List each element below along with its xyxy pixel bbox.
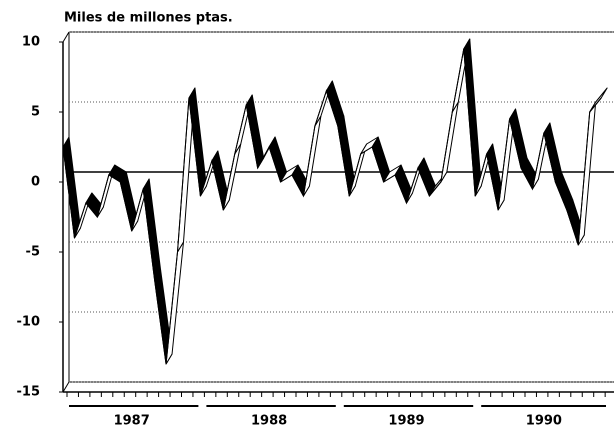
year-label: 1988 xyxy=(251,414,287,429)
y-tick-label: 10 xyxy=(22,35,40,50)
chart-title: Miles de millones ptas. xyxy=(64,11,233,26)
ribbon-segment xyxy=(302,115,322,197)
top-corner xyxy=(62,31,70,43)
year-label: 1989 xyxy=(388,414,424,429)
y-tick-label: -15 xyxy=(17,385,41,400)
y-tick-label: -10 xyxy=(17,315,41,330)
ribbon-segment xyxy=(577,101,597,246)
ribbon-segment xyxy=(142,178,162,281)
ribbon-segment xyxy=(165,241,184,365)
y-tick-label: 0 xyxy=(31,175,40,190)
ribbon-segment xyxy=(245,94,265,169)
ribbon-segment xyxy=(222,143,242,211)
ribbon-segment xyxy=(440,101,459,183)
year-label: 1990 xyxy=(526,414,562,429)
floor-corner xyxy=(62,381,70,393)
year-label: 1987 xyxy=(114,414,150,429)
y-tick-label: -5 xyxy=(26,245,40,260)
data-line xyxy=(62,48,602,365)
ribbon-segment xyxy=(188,87,207,197)
ribbon-segment xyxy=(543,122,562,183)
y-tick-label: 5 xyxy=(31,105,40,120)
ribbon-segment xyxy=(62,136,81,239)
